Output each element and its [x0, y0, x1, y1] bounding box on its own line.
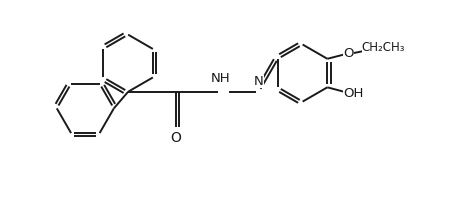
Text: CH₂CH₃: CH₂CH₃: [361, 41, 404, 54]
Text: N: N: [253, 75, 263, 88]
Text: O: O: [343, 47, 353, 60]
Text: OH: OH: [342, 86, 363, 99]
Text: NH: NH: [211, 72, 230, 85]
Text: O: O: [170, 131, 181, 145]
